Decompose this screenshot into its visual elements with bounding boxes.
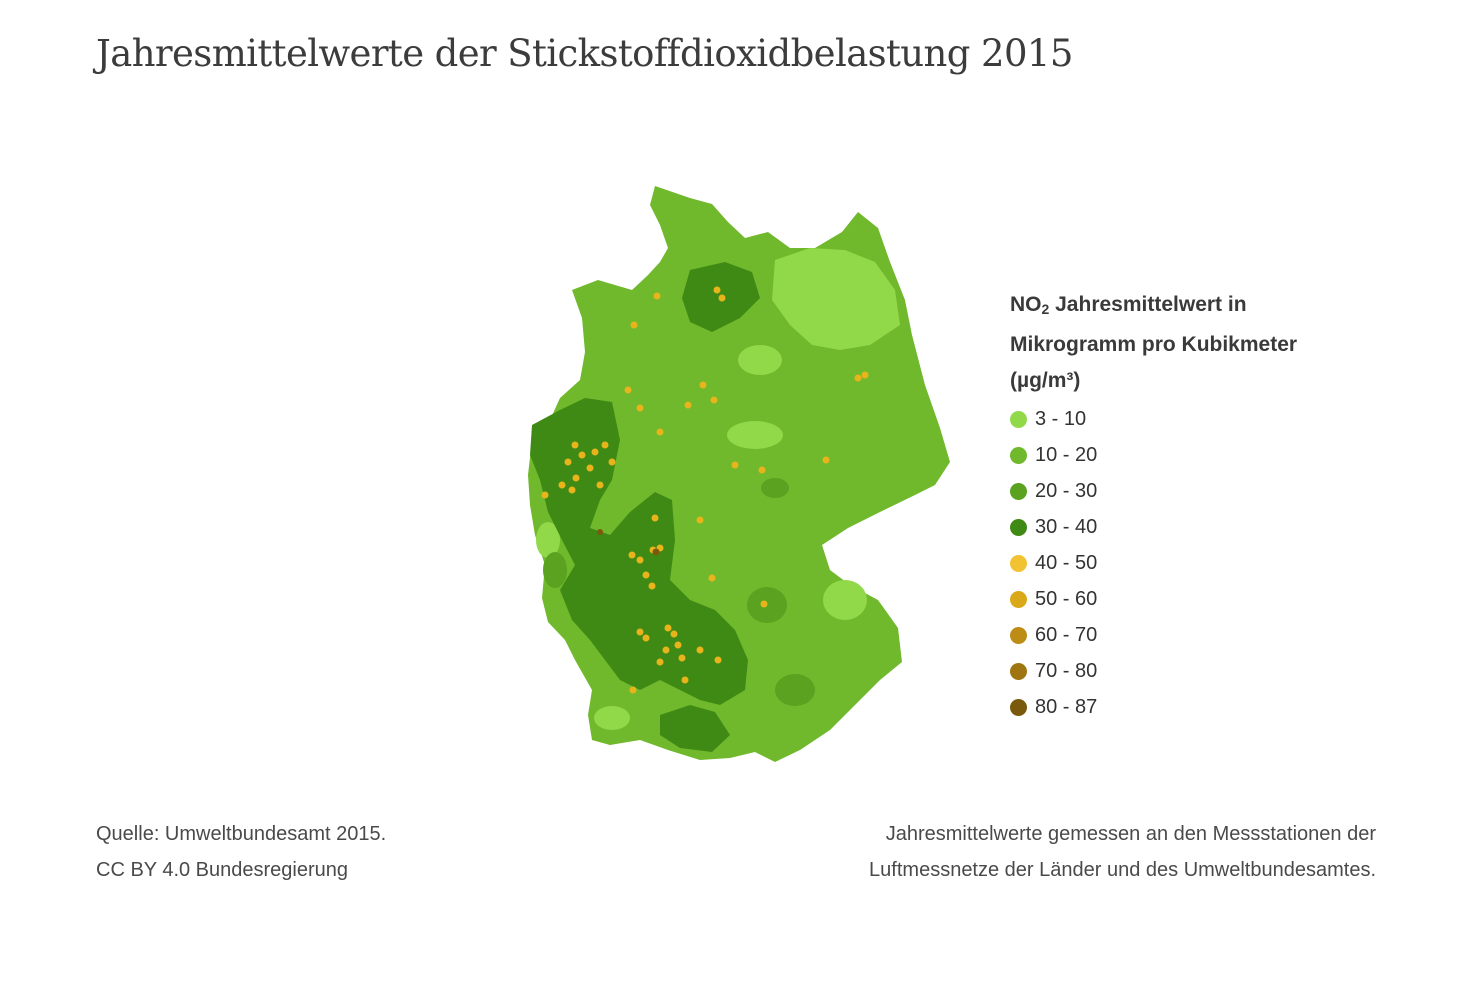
legend-item: 60 - 70: [1010, 617, 1297, 653]
zone-high-leipzig: [761, 478, 789, 498]
legend-item: 40 - 50: [1010, 545, 1297, 581]
legend-label: 40 - 50: [1035, 551, 1098, 574]
legend-item: 10 - 20: [1010, 437, 1297, 473]
source-credit: Quelle: Umweltbundesamt 2015. CC BY 4.0 …: [96, 823, 387, 881]
zone-low-west: [536, 522, 560, 558]
legend-item: 20 - 30: [1010, 473, 1297, 509]
legend-label: 20 - 30: [1035, 479, 1098, 502]
zone-high-south: [660, 705, 730, 752]
legend-item: 50 - 60: [1010, 581, 1297, 617]
legend-label: 3 - 10: [1035, 407, 1087, 430]
legend-swatch: [1010, 482, 1027, 500]
legend-swatch: [1010, 518, 1027, 536]
zone-high-saar: [543, 552, 567, 588]
legend-label: 60 - 70: [1035, 623, 1098, 646]
legend-swatch: [1010, 554, 1027, 572]
measurement-note: Jahresmittelwerte gemessen an den Messst…: [869, 823, 1376, 881]
legend-swatch: [1010, 410, 1027, 428]
page-title: Jahresmittelwerte der Stickstoffdioxidbe…: [96, 32, 1073, 75]
legend-label: 70 - 80: [1035, 659, 1098, 682]
legend-swatch: [1010, 590, 1027, 608]
legend-title: NO2 Jahresmittelwert in Mikrogramm pro K…: [1010, 293, 1298, 392]
legend-item: 3 - 10: [1010, 401, 1297, 437]
zone-high-munich: [775, 674, 815, 706]
zone-low-harz: [727, 421, 783, 449]
zone-low-northeast: [772, 248, 900, 350]
zone-low-berlin-west: [738, 345, 782, 375]
germany-no2-map: [528, 186, 950, 762]
legend-swatch: [1010, 626, 1027, 644]
legend-item: 30 - 40: [1010, 509, 1297, 545]
measurement-stations-high: [597, 529, 660, 556]
legend-item: 70 - 80: [1010, 653, 1297, 689]
legend-label: 10 - 20: [1035, 443, 1098, 466]
legend-swatch: [1010, 446, 1027, 464]
legend-label: 30 - 40: [1035, 515, 1098, 538]
legend: NO2 Jahresmittelwert in Mikrogramm pro K…: [1010, 287, 1297, 725]
zone-low-southwest: [594, 706, 630, 730]
legend-swatch: [1010, 698, 1027, 716]
zone-high-rhine-ruhr: [530, 398, 748, 705]
legend-item: 80 - 87: [1010, 689, 1297, 725]
legend-swatch: [1010, 662, 1027, 680]
zone-low-east: [823, 580, 867, 620]
legend-label: 80 - 87: [1035, 695, 1098, 718]
measurement-stations: [541, 286, 869, 694]
legend-label: 50 - 60: [1035, 587, 1098, 610]
legend-items: 3 - 10 10 - 20 20 - 30 30 - 40 40 - 50 50 - 6…: [1010, 401, 1297, 725]
